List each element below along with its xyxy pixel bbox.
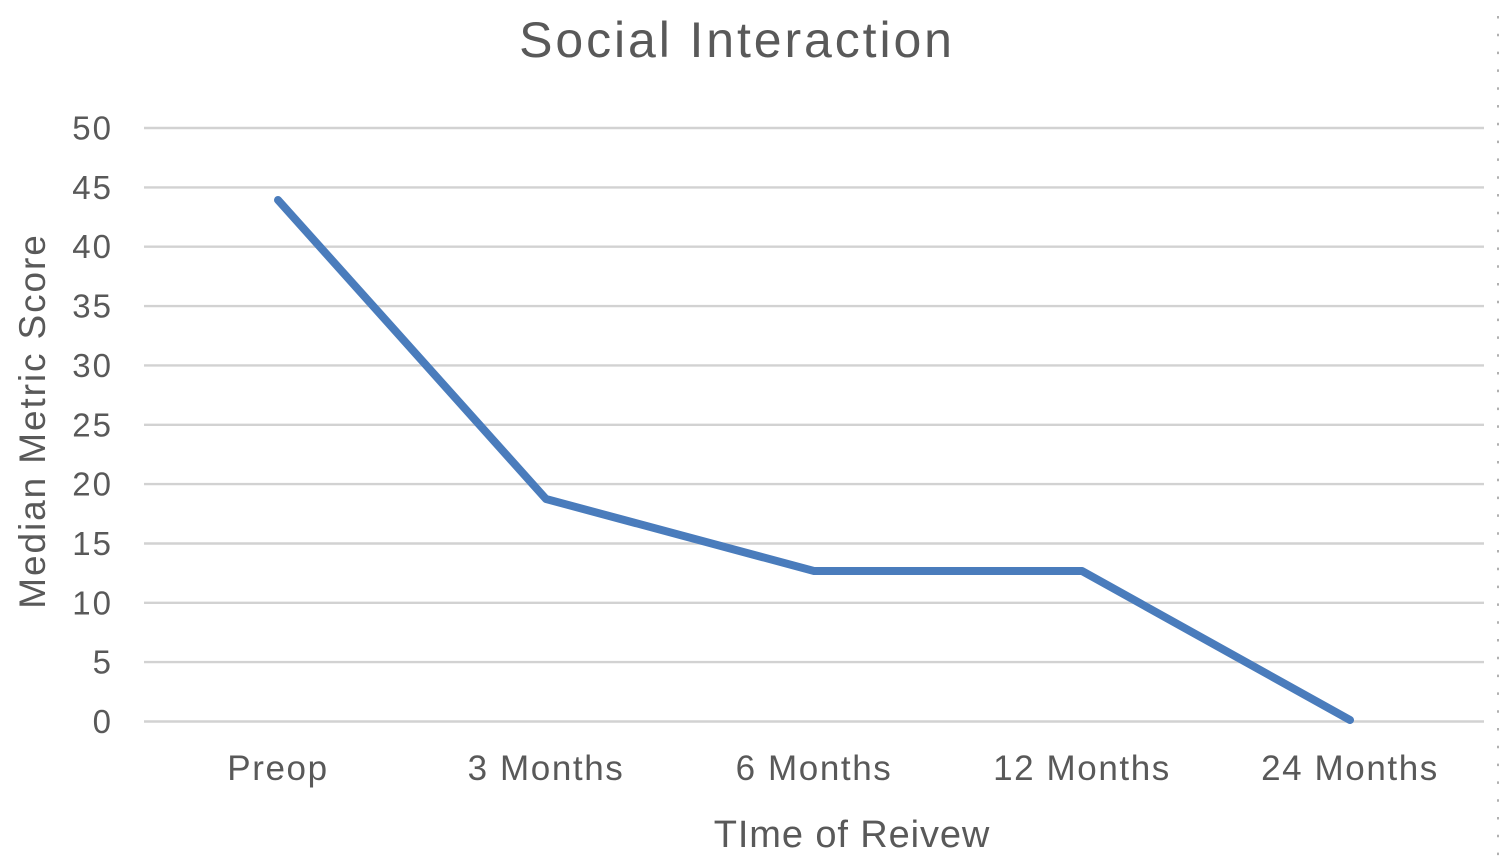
svg-text:15: 15 [72,525,113,562]
svg-text:25: 25 [72,406,113,443]
svg-text:3 Months: 3 Months [468,749,625,788]
svg-text:24 Months: 24 Months [1261,749,1439,788]
svg-text:12 Months: 12 Months [993,749,1171,788]
svg-text:35: 35 [72,288,113,325]
svg-text:30: 30 [72,347,113,384]
svg-text:Preop: Preop [227,749,328,788]
svg-text:50: 50 [72,110,113,147]
svg-text:40: 40 [72,228,113,265]
svg-text:5: 5 [93,644,113,681]
svg-text:10: 10 [72,584,113,621]
svg-text:Median Metric Score: Median Metric Score [12,233,53,608]
svg-text:Social Interaction: Social Interaction [519,12,955,68]
svg-text:20: 20 [72,466,113,503]
svg-text:TIme of Reivew: TIme of Reivew [714,814,991,856]
svg-text:6 Months: 6 Months [736,749,893,788]
svg-text:45: 45 [72,169,113,206]
svg-text:0: 0 [93,703,113,740]
